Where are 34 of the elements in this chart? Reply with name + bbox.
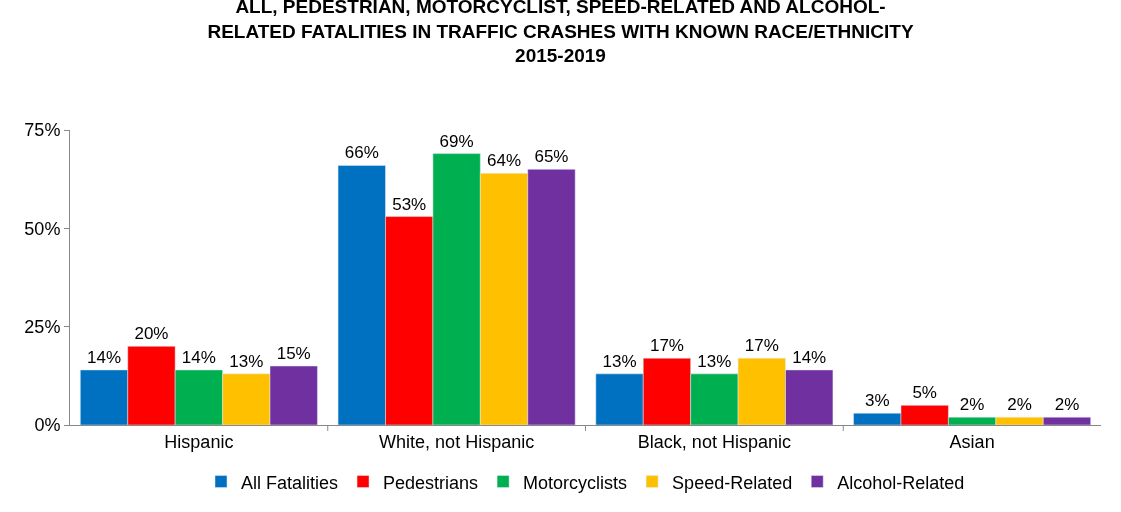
data-label: 2% <box>959 395 985 415</box>
data-label: 13% <box>602 351 637 371</box>
data-label: 14% <box>792 347 827 367</box>
data-label: 64% <box>487 151 522 171</box>
data-label: 5% <box>912 383 937 403</box>
data-label: 53% <box>392 194 427 214</box>
data-label: 2% <box>1054 395 1080 415</box>
data-label: 14% <box>87 347 122 367</box>
data-label: 13% <box>229 351 264 371</box>
legend-label: All Fatalities <box>241 472 339 493</box>
data-label: 20% <box>134 324 169 344</box>
data-label: 69% <box>439 131 474 151</box>
data-label: 14% <box>181 347 216 367</box>
y-tick-label: 75% <box>24 120 61 141</box>
data-label: 13% <box>697 351 732 371</box>
legend-label: Pedestrians <box>383 472 479 493</box>
data-label: 65% <box>534 147 569 167</box>
data-label: 3% <box>864 391 890 411</box>
data-label: 15% <box>276 344 311 363</box>
chart-title: ALL, PEDESTRIAN, MOTORCYCLIST, SPEED-RELATED AND ALCOHOL- RELATED FATALITIES IN TRAFFIC CRASHES WITH KNOWN RACE/ETHNICITY 2015-2019 <box>207 0 914 67</box>
data-label: 17% <box>744 336 779 356</box>
data-label: 2% <box>1007 395 1032 415</box>
y-tick-label: 50% <box>24 218 61 239</box>
legend-label: Speed-Related <box>672 472 793 493</box>
legend-label: Motorcyclists <box>523 472 628 493</box>
data-label: 17% <box>649 336 684 356</box>
y-tick-label: 0% <box>34 415 61 436</box>
x-tick-label: White, not Hispanic <box>379 431 535 452</box>
x-tick-label: Asian <box>949 431 995 452</box>
legend-label: Alcohol-Related <box>837 472 965 493</box>
data-label: 66% <box>344 143 379 163</box>
x-tick-label: Hispanic <box>164 431 234 452</box>
y-tick-label: 25% <box>24 316 61 337</box>
x-tick-label: Black, not Hispanic <box>637 431 791 452</box>
